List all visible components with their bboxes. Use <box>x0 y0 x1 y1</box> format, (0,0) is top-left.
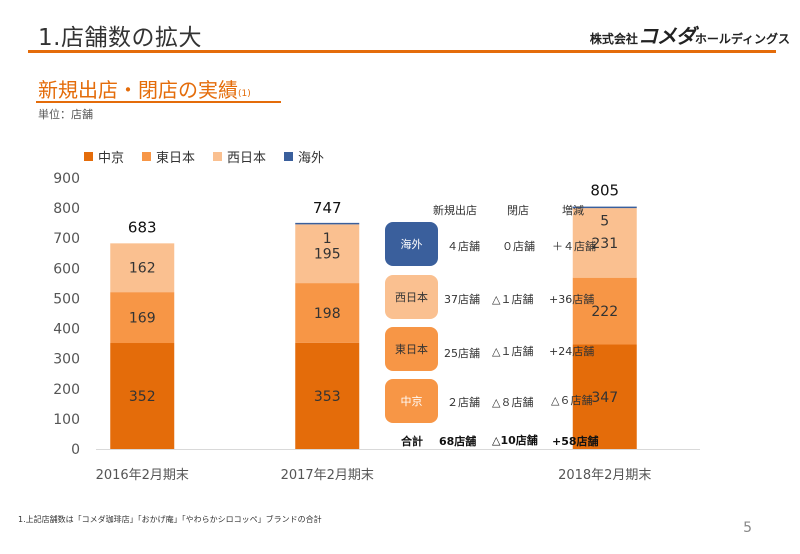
data-label-chukyo-0: 352 <box>129 389 156 405</box>
y-tick-label-800: 800 <box>53 201 80 217</box>
cell-closed-chukyo: △８店舗 <box>492 396 534 409</box>
bar-nishi-0 <box>110 243 175 293</box>
cell-change-kaigai: ＋４店舗 <box>552 240 596 253</box>
legend-swatch-chukyo <box>84 152 93 161</box>
header-closed: 閉店 <box>507 204 529 217</box>
y-tick-label-0: 0 <box>71 442 80 458</box>
y-tick-label-200: 200 <box>53 382 80 398</box>
header-change: 増減 <box>562 204 584 217</box>
title-rule <box>28 50 776 53</box>
bar-chukyo-2 <box>295 342 360 449</box>
section-subtitle: 新規出店・閉店の実績(1) <box>38 74 251 103</box>
total-label: 合計 <box>401 435 423 448</box>
x-tick-label-0: 2016年2月期末 <box>96 468 189 483</box>
logo-brand: コメダ <box>637 24 696 48</box>
legend-label-chukyo: 中京 <box>98 151 125 166</box>
subtitle-note: (1) <box>238 89 251 99</box>
cell-change-nishi: +36店舗 <box>549 293 595 306</box>
cell-new-higashi: 25店舗 <box>444 347 480 360</box>
data-label-higashi-5: 222 <box>591 304 618 320</box>
unit-note: 単位：店舗 <box>38 108 93 121</box>
legend-swatch-higashi <box>142 152 152 161</box>
legend-label-nishi: 西日本 <box>227 151 267 166</box>
y-tick-label-600: 600 <box>53 261 80 277</box>
logo-suffix: ホールディングス <box>694 32 790 46</box>
y-tick-label-300: 300 <box>53 352 80 368</box>
legend-label-higashi: 東日本 <box>156 151 196 166</box>
data-label-kaigai-2: 1 <box>323 231 332 247</box>
x-tick-label-5: 2018年2月期末 <box>558 468 651 483</box>
total-change: +58店舗 <box>552 435 599 448</box>
legend-swatch-nishi <box>213 152 223 161</box>
cell-new-chukyo: ２店舗 <box>447 396 480 409</box>
legend-item-kaigai: 海外 <box>284 147 324 166</box>
data-label-nishi-2: 195 <box>314 247 341 263</box>
y-tick-label-900: 900 <box>53 171 80 187</box>
data-label-chukyo-2: 353 <box>314 389 341 405</box>
region-badge-kaigai: 海外 <box>385 222 438 266</box>
legend-label-kaigai: 海外 <box>298 151 325 166</box>
cell-closed-nishi: △１店舗 <box>492 293 534 306</box>
company-logo: 株式会社コメダホールディングス <box>590 20 790 49</box>
header-new: 新規出店 <box>433 204 477 217</box>
region-badge-nishi: 西日本 <box>385 275 438 319</box>
total-label-0: 683 <box>128 218 157 236</box>
cell-change-higashi: +24店舗 <box>549 345 595 358</box>
subtitle-text: 新規出店・閉店の実績 <box>38 78 238 102</box>
data-label-chukyo-5: 347 <box>591 390 618 406</box>
data-label-nishi-5: 231 <box>591 236 618 252</box>
data-label-higashi-2: 198 <box>314 306 341 322</box>
x-tick-label-2: 2017年2月期末 <box>281 468 374 483</box>
bar-higashi-5 <box>572 277 637 345</box>
legend-item-nishi: 西日本 <box>213 147 266 166</box>
cell-new-nishi: 37店舗 <box>444 293 480 306</box>
data-label-kaigai-5: 5 <box>600 214 609 230</box>
logo-prefix: 株式会社 <box>589 32 638 46</box>
data-label-nishi-0: 162 <box>129 261 156 277</box>
cell-new-kaigai: ４店舗 <box>447 240 480 253</box>
cell-closed-kaigai: ０店舗 <box>502 240 535 253</box>
legend-item-chukyo: 中京 <box>84 147 124 166</box>
legend-swatch-kaigai <box>284 152 294 161</box>
bar-kaigai-5 <box>572 206 637 209</box>
chart-legend: 中京 東日本 西日本 海外 <box>84 147 342 166</box>
bar-nishi-5 <box>572 208 637 278</box>
slide-title: 1.店舗数の拡大 <box>38 25 202 51</box>
footnote: 1.上記店舗数は「コメダ珈琲店」「おかげ庵」「やわらかシロコッペ」ブランドの合計 <box>18 515 322 524</box>
y-tick-label-700: 700 <box>53 231 80 247</box>
total-label-5: 805 <box>590 182 619 200</box>
page-number: 5 <box>743 520 752 536</box>
total-new: 68店舗 <box>439 435 477 448</box>
bar-higashi-0 <box>110 292 175 344</box>
bar-chukyo-0 <box>110 343 175 449</box>
bar-kaigai-2 <box>295 222 360 225</box>
bar-nishi-2 <box>295 224 360 284</box>
bar-higashi-2 <box>295 283 360 343</box>
total-label-2: 747 <box>313 199 342 217</box>
cell-change-chukyo: △６店舗 <box>551 394 593 407</box>
region-badge-chukyo: 中京 <box>385 379 438 423</box>
total-closed: △10店舗 <box>492 434 538 447</box>
legend-item-higashi: 東日本 <box>142 147 195 166</box>
y-tick-label-500: 500 <box>53 291 80 307</box>
region-badge-higashi: 東日本 <box>385 327 438 371</box>
cell-closed-higashi: △１店舗 <box>492 345 534 358</box>
y-tick-label-100: 100 <box>53 412 80 428</box>
bar-chukyo-5 <box>572 344 637 449</box>
y-tick-label-400: 400 <box>53 322 80 338</box>
data-label-higashi-0: 169 <box>129 311 156 327</box>
subtitle-rule <box>36 101 281 103</box>
